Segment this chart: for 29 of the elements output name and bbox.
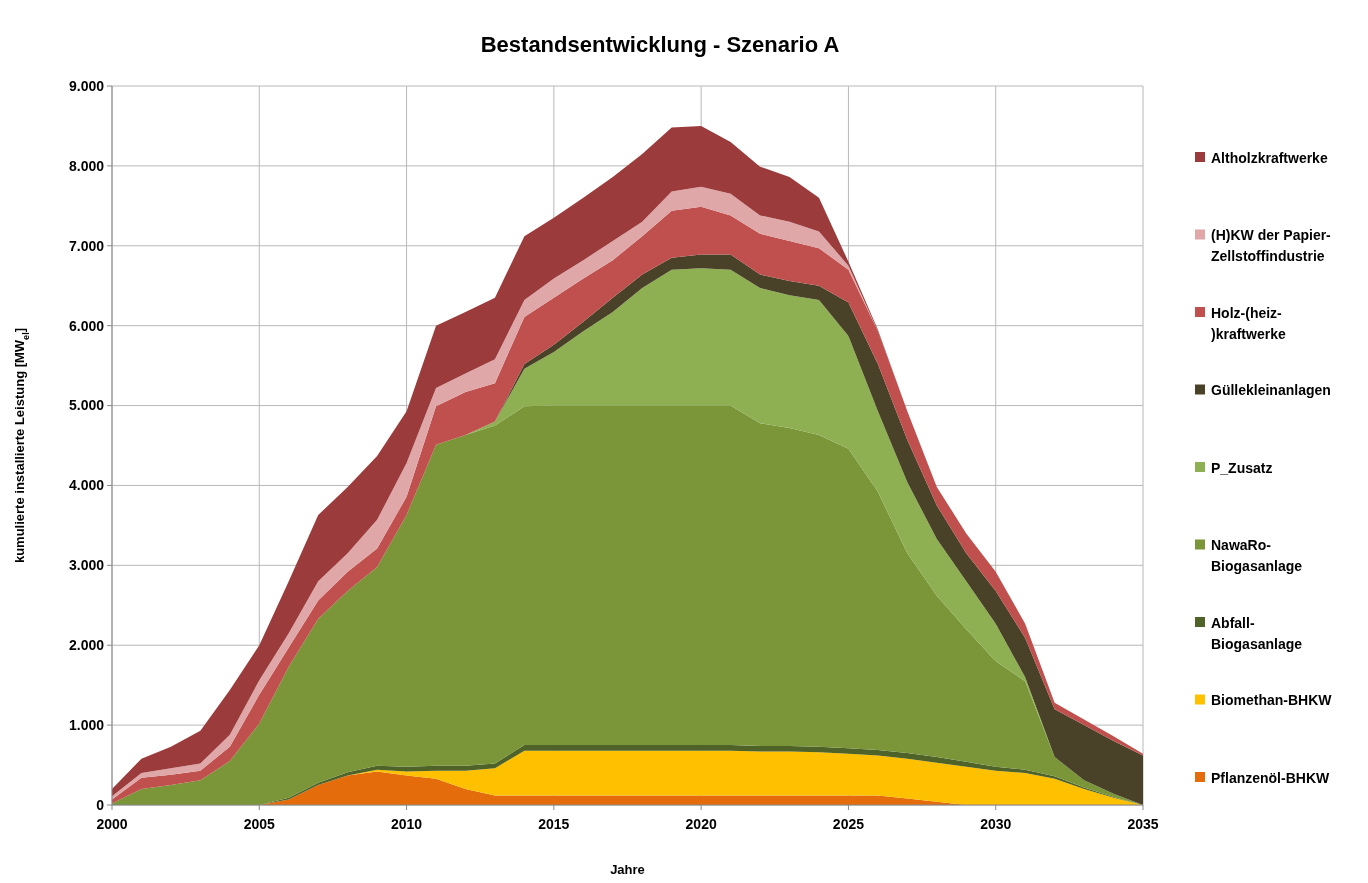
y-tick-label: 1.000 [68, 717, 105, 734]
y-tick-label: 8.000 [68, 157, 105, 174]
legend-label: Abfall-Biogasanlage [1211, 614, 1303, 652]
legend-label: Holz-(heiz-)kraftwerke [1211, 304, 1286, 342]
y-tick-label: 3.000 [68, 557, 105, 574]
x-tick-label: 2010 [390, 816, 423, 832]
y-tick-label: 6.000 [68, 317, 105, 334]
legend-label: Altholzkraftwerke [1211, 149, 1328, 166]
x-tick-label: 2000 [96, 816, 128, 832]
legend-label: P_Zusatz [1211, 459, 1273, 476]
legend-label: Güllekleinanlagen [1211, 382, 1331, 399]
x-tick-label: 2005 [243, 816, 276, 832]
x-tick-label: 2015 [538, 816, 570, 832]
y-tick-label: 7.000 [68, 237, 105, 254]
legend-label: NawaRo-Biogasanlage [1211, 537, 1303, 575]
x-tick-label: 2030 [980, 816, 1012, 832]
x-tick-label: 2020 [685, 816, 717, 832]
x-tick-label: 2035 [1127, 816, 1159, 832]
y-tick-label: 5.000 [68, 397, 105, 414]
y-tick-label: 9.000 [68, 77, 105, 94]
chart-title: Bestandsentwicklung - Szenario A [480, 32, 840, 57]
legend-label: Pflanzenöl-BHKW [1211, 769, 1330, 786]
x-tick-label: 2025 [832, 816, 865, 832]
legend-label: Biomethan-BHKW [1211, 692, 1333, 709]
y-tick-label: 4.000 [68, 477, 105, 494]
y-tick-label: 2.000 [68, 637, 105, 654]
legend-label: (H)KW der Papier-Zellstoffindustrie [1211, 227, 1332, 265]
x-axis-title: Jahre [610, 862, 645, 877]
y-tick-label: 0 [96, 796, 105, 813]
